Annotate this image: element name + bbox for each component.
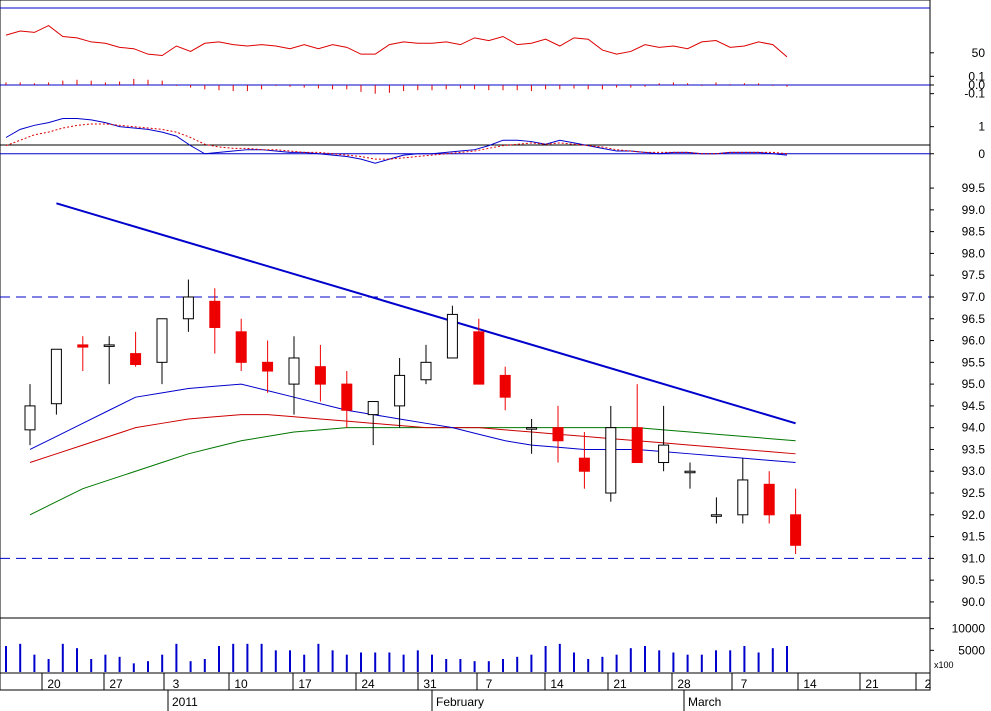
x-day-label: 28 <box>677 677 691 691</box>
y-tick-label: 95.0 <box>962 377 986 391</box>
x-day-label: 20 <box>47 677 61 691</box>
y-tick-label: 98.5 <box>962 225 986 239</box>
y-tick-label: 10000 <box>952 622 986 636</box>
macd-panel <box>0 118 930 164</box>
y-tick-label: 0 <box>978 147 985 161</box>
x-day-label: 27 <box>109 677 123 691</box>
candle-body <box>658 444 670 464</box>
y-tick-label: 95.5 <box>962 355 986 369</box>
oscillator-line-0 <box>5 25 788 58</box>
candle-body <box>420 361 432 381</box>
y-tick-label: -0.1 <box>964 87 985 101</box>
candle-body <box>473 331 485 385</box>
y-tick-label: 91.5 <box>962 530 986 544</box>
y-tick-label: 97.0 <box>962 290 986 304</box>
candle-body <box>605 427 617 494</box>
candle-body <box>341 383 353 411</box>
moving-average-ma_fast <box>29 383 796 464</box>
x-day-label: 10 <box>234 677 248 691</box>
candle-body <box>235 331 247 363</box>
x-day-label: 31 <box>423 677 437 691</box>
y-tick-label: 0.1 <box>968 69 985 83</box>
x-day-label: 21 <box>613 677 627 691</box>
macd-line-1 <box>5 123 788 160</box>
x-month-label: March <box>688 695 721 709</box>
x-day-label: 7 <box>741 677 748 691</box>
x-day-label: 17 <box>298 677 312 691</box>
candle-body <box>103 344 115 347</box>
y-tick-label: 96.0 <box>962 334 986 348</box>
y-tick-label: 50 <box>972 46 986 60</box>
y-tick-label: 91.0 <box>962 551 986 565</box>
candle-body <box>367 401 379 416</box>
candle-body <box>50 348 62 405</box>
histogram-panel <box>0 78 930 94</box>
candle-body <box>684 470 696 474</box>
oscillator-panel <box>5 25 788 58</box>
x-day-label: 7 <box>486 677 493 691</box>
candle-body <box>314 366 326 385</box>
y-tick-label: 99.0 <box>962 203 986 217</box>
candle-body <box>394 374 406 407</box>
moving-average-ma_slow <box>29 427 796 516</box>
x-day-label: 2 <box>925 677 932 691</box>
x-month-label: 2011 <box>172 695 198 709</box>
candle-body <box>24 405 36 431</box>
y-tick-label: 93.5 <box>962 442 986 456</box>
y-tick-label: 90.0 <box>962 595 986 609</box>
y-tick-label: 96.5 <box>962 312 986 326</box>
x-axis: 20 27 3 10 17 24 31 7 14 21 28 7 14 21 2 2011 February Ma… <box>41 673 932 711</box>
candle-body <box>499 374 511 398</box>
candle-body <box>526 427 538 430</box>
x-day-label: 21 <box>865 677 879 691</box>
candle-body <box>763 483 775 516</box>
volume-scale-label: x100 <box>934 660 954 670</box>
candle-body <box>156 318 168 363</box>
trend-line <box>56 202 796 425</box>
candle-body <box>77 344 89 348</box>
y-tick-label: 92.0 <box>962 508 986 522</box>
y-tick-label: 90.5 <box>962 573 986 587</box>
volume-panel <box>5 643 788 672</box>
candle-body <box>710 514 722 517</box>
candle-body <box>578 457 590 472</box>
price-panel <box>0 202 930 559</box>
candle-body <box>446 313 458 359</box>
y-tick-label: 93.0 <box>962 464 986 478</box>
y-tick-label: 98.0 <box>962 246 986 260</box>
x-day-label: 14 <box>803 677 817 691</box>
panel-borders <box>0 0 931 691</box>
y-tick-label: 0.0 <box>968 78 985 92</box>
candle-body <box>288 357 300 385</box>
candle-body <box>209 300 221 328</box>
candle-body <box>631 427 643 464</box>
candle-body <box>737 479 749 516</box>
candle-body <box>552 427 564 442</box>
x-day-label: 24 <box>361 677 375 691</box>
y-axis: 50 0.10.0-0.1 1 0 99.5 99.0 98.5 98.0 97.5 97.0 96… <box>930 46 985 670</box>
x-month-label: February <box>436 695 484 709</box>
y-tick-label: 92.5 <box>962 486 986 500</box>
macd-line-0 <box>5 118 788 164</box>
y-tick-label: 94.0 <box>962 421 986 435</box>
moving-average-ma_mid <box>29 414 796 463</box>
x-day-label: 14 <box>550 677 564 691</box>
candle-body <box>790 514 802 546</box>
candle-body <box>182 296 194 320</box>
y-tick-label: 1 <box>978 120 985 134</box>
candle-body <box>262 361 274 372</box>
y-tick-label: 94.5 <box>962 399 986 413</box>
x-day-label: 3 <box>173 677 180 691</box>
y-tick-label: 99.5 <box>962 181 986 195</box>
y-tick-label: 97.5 <box>962 268 986 282</box>
y-tick-label: 5000 <box>958 643 985 657</box>
candle-body <box>130 353 142 366</box>
